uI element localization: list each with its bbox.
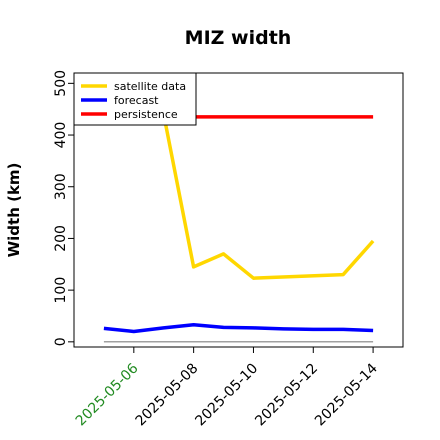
x-tick-label: 2025-05-14 (312, 360, 381, 429)
plot-area: 01002003004005002025-05-062025-05-082025… (53, 70, 404, 430)
legend-label: forecast (114, 94, 159, 107)
legend-label: persistence (114, 108, 178, 121)
x-tick-label: 2025-05-12 (252, 361, 321, 430)
plot-frame (73, 72, 404, 348)
y-tick-label: 100 (53, 277, 69, 304)
x-tick-label: 2025-05-06 (73, 360, 142, 429)
legend-label: satellite data (114, 80, 186, 93)
y-tick-label: 400 (53, 122, 69, 149)
y-tick-label: 300 (53, 173, 69, 200)
series-line-forecast (103, 323, 374, 334)
x-tick-label: 2025-05-10 (192, 361, 261, 430)
y-tick-label: 0 (53, 337, 69, 346)
chart-title: MIZ width (185, 27, 292, 49)
y-axis-label: Width (km) (5, 163, 23, 258)
y-tick-label: 200 (53, 225, 69, 252)
y-tick-label: 500 (53, 70, 69, 97)
x-tick-label: 2025-05-08 (133, 361, 202, 430)
series-line-satellite-data (161, 114, 375, 280)
